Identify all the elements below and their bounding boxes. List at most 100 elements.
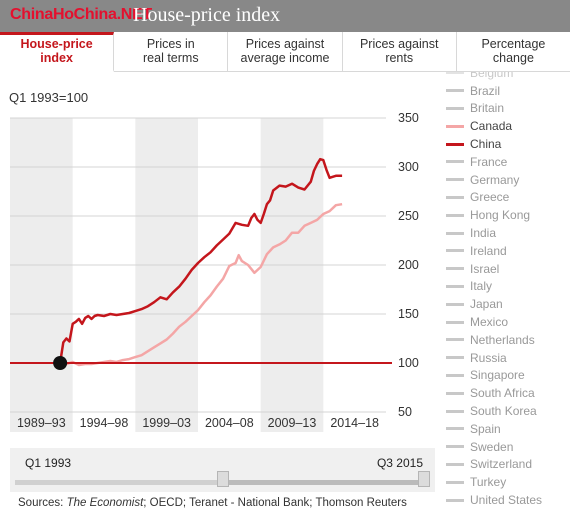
period-band: [260, 118, 324, 432]
tab-label-line2: real terms: [143, 51, 199, 65]
legend-swatch: [446, 320, 464, 324]
legend-item-singapore[interactable]: Singapore: [446, 367, 542, 385]
legend-item-russia[interactable]: Russia: [446, 349, 542, 367]
legend-swatch: [446, 72, 464, 75]
legend-item-japan[interactable]: Japan: [446, 295, 542, 313]
period-band: [10, 118, 73, 432]
legend-item-italy[interactable]: Italy: [446, 278, 542, 296]
legend-swatch: [446, 356, 464, 360]
legend-item-israel[interactable]: Israel: [446, 260, 542, 278]
start-point-marker: [53, 356, 68, 370]
x-period-label: 2004–08: [205, 416, 254, 430]
legend-swatch: [446, 195, 464, 199]
series-line-china: [58, 157, 343, 364]
legend-item-south-korea[interactable]: South Korea: [446, 402, 542, 420]
index-base-label: Q1 1993=100: [9, 90, 89, 105]
legend-swatch: [446, 462, 464, 466]
legend-label: Russia: [470, 350, 507, 365]
slider-start-handle[interactable]: [216, 471, 229, 487]
legend-item-sweden[interactable]: Sweden: [446, 438, 542, 456]
tab-label-line1: Prices against: [359, 37, 439, 51]
tab-house-price-index[interactable]: House-price index: [0, 32, 115, 72]
legend-item-brazil[interactable]: Brazil: [446, 82, 542, 100]
legend-label: Turkey: [470, 475, 507, 490]
legend-item-netherlands[interactable]: Netherlands: [446, 331, 542, 349]
tab-prices-real-terms[interactable]: Prices in real terms: [114, 32, 229, 71]
legend-item-belgium[interactable]: Belgium: [446, 72, 542, 82]
legend-swatch: [446, 284, 464, 288]
legend-swatch: [446, 445, 464, 449]
tab-label-line1: Prices in: [146, 37, 195, 51]
legend-swatch: [446, 427, 464, 431]
country-list: Belgium Brazil Britain Canada China France Ger…: [446, 72, 542, 509]
sources-note: Sources: The Economist; OECD; Teranet - …: [18, 497, 428, 510]
legend-item-turkey[interactable]: Turkey: [446, 473, 542, 491]
legend-label: India: [470, 226, 497, 241]
legend-label: Britain: [470, 101, 505, 116]
y-tick-label: 200: [398, 258, 419, 272]
legend-swatch: [446, 178, 464, 182]
sources-prefix: Sources:: [18, 497, 67, 509]
legend-label: Italy: [470, 279, 493, 294]
tab-percentage-change[interactable]: Percentage change: [457, 32, 570, 71]
legend-label: Canada: [470, 119, 513, 134]
legend-swatch: [446, 302, 464, 306]
legend-item-switzerland[interactable]: Switzerland: [446, 456, 542, 474]
legend-item-india[interactable]: India: [446, 224, 542, 242]
x-period-label: 2014–18: [330, 416, 379, 430]
legend-item-britain[interactable]: Britain: [446, 100, 542, 118]
sources-rest: ; OECD; Teranet - National Bank; Thomson…: [143, 497, 407, 509]
series-line-canada: [59, 202, 343, 367]
legend-item-south-africa[interactable]: South Africa: [446, 384, 542, 402]
legend-swatch: [446, 89, 464, 93]
legend-item-united-states[interactable]: United States: [446, 491, 542, 509]
legend-label: Mexico: [470, 315, 509, 330]
y-tick-label: 300: [398, 160, 419, 174]
legend-swatch: [446, 409, 464, 413]
legend-swatch: [446, 338, 464, 342]
legend-label: Switzerland: [470, 457, 533, 472]
legend-swatch: [446, 124, 464, 128]
legend-label: Sweden: [470, 439, 514, 454]
legend-item-china[interactable]: China: [446, 135, 542, 153]
x-period-label: 1989–93: [17, 416, 66, 430]
legend-swatch: [446, 391, 464, 395]
slider-selected-range: [222, 480, 430, 485]
legend-item-mexico[interactable]: Mexico: [446, 313, 542, 331]
legend-item-canada[interactable]: Canada: [446, 117, 542, 135]
legend-item-france[interactable]: France: [446, 153, 542, 171]
sources-italic: The Economist: [66, 497, 144, 509]
legend-item-germany[interactable]: Germany: [446, 171, 542, 189]
legend-item-spain[interactable]: Spain: [446, 420, 542, 438]
x-period-label: 2009–13: [268, 416, 317, 430]
tab-prices-against-income[interactable]: Prices against average income: [228, 32, 343, 71]
y-tick-label: 100: [398, 356, 419, 370]
legend-label: South Korea: [470, 404, 537, 419]
legend-label: Hong Kong: [470, 208, 531, 223]
legend-swatch: [446, 106, 464, 110]
legend-item-greece[interactable]: Greece: [446, 189, 542, 207]
watermark-logo: ChinaHoChina.NET: [10, 6, 152, 23]
legend-swatch: [446, 160, 464, 164]
x-period-label: 1994–98: [80, 416, 129, 430]
slider-end-handle[interactable]: [418, 471, 430, 487]
tab-label-line1: Percentage: [481, 37, 546, 51]
legend-label: Brazil: [470, 83, 501, 98]
legend-swatch: [446, 142, 464, 146]
x-period-label: 1999–03: [142, 416, 191, 430]
legend-item-ireland[interactable]: Ireland: [446, 242, 542, 260]
y-tick-label: 150: [398, 307, 419, 321]
y-tick-label: 250: [398, 209, 419, 223]
tab-prices-against-rents[interactable]: Prices against rents: [343, 32, 457, 71]
tab-bar: House-price index Prices in real terms P…: [0, 32, 570, 72]
tab-label-line2: change: [492, 51, 534, 65]
legend-item-hong-kong[interactable]: Hong Kong: [446, 206, 542, 224]
y-tick-label: 50: [398, 405, 412, 419]
legend-swatch: [446, 373, 464, 377]
legend-label: Germany: [470, 172, 520, 187]
country-legend: Belgium Brazil Britain Canada China France Ger…: [446, 72, 570, 524]
legend-swatch: [446, 498, 464, 502]
y-tick-label: 350: [398, 111, 419, 125]
legend-label: Ireland: [470, 243, 507, 258]
legend-label: Singapore: [470, 368, 525, 383]
